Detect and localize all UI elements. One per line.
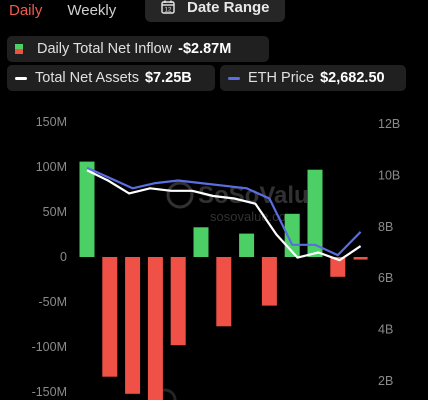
right-y-axis: 12B 10B 8B 6B 4B 2B bbox=[378, 117, 400, 388]
date-range-button[interactable]: 12 Date Range bbox=[145, 0, 285, 22]
total-net-assets-line bbox=[86, 169, 362, 262]
price-lines bbox=[86, 166, 362, 262]
inflow-legend-label: Daily Total Net Inflow bbox=[37, 41, 173, 57]
inflow-bar bbox=[170, 257, 186, 346]
inflow-bar bbox=[125, 257, 141, 394]
assets-legend-label: Total Net Assets bbox=[35, 70, 139, 86]
assets-legend-swatch bbox=[15, 76, 27, 80]
inflow-bars bbox=[79, 161, 368, 400]
interval-tabs: Daily Weekly bbox=[0, 0, 125, 22]
svg-text:12: 12 bbox=[165, 8, 172, 14]
inflow-bar bbox=[193, 227, 209, 257]
eth-legend-swatch bbox=[228, 76, 240, 80]
inflow-bar bbox=[353, 257, 368, 260]
left-tick-label: -50M bbox=[39, 295, 67, 309]
legend-total-net-assets[interactable]: Total Net Assets $7.25B bbox=[7, 65, 215, 91]
watermark-url: sosovalue.com bbox=[210, 209, 297, 224]
right-tick-label: 10B bbox=[378, 168, 400, 182]
left-tick-label: 50M bbox=[43, 205, 67, 219]
inflow-bar bbox=[79, 161, 95, 257]
legend-inflow[interactable]: Daily Total Net Inflow -$2.87M bbox=[7, 36, 269, 62]
left-tick-label: 150M bbox=[36, 115, 67, 129]
tab-daily[interactable]: Daily bbox=[9, 2, 43, 19]
inflow-legend-value: -$2.87M bbox=[178, 41, 232, 57]
eth-price-line bbox=[86, 166, 362, 257]
left-tick-label: 100M bbox=[36, 160, 67, 174]
assets-legend-value: $7.25B bbox=[144, 70, 192, 86]
eth-legend-label: ETH Price bbox=[248, 70, 315, 86]
calendar-icon: 12 bbox=[161, 0, 175, 14]
right-tick-label: 8B bbox=[378, 220, 393, 234]
inflow-legend-swatch bbox=[15, 44, 23, 54]
right-tick-label: 6B bbox=[378, 271, 393, 285]
left-tick-label: 0 bbox=[60, 250, 67, 264]
eth-legend-value: $2,682.50 bbox=[320, 70, 385, 86]
date-range-label: Date Range bbox=[187, 0, 270, 16]
sosovalue-watermark: SoSoValue sosovalue.com bbox=[153, 181, 322, 400]
net-inflow-chart: SoSoValue sosovalue.com 150M 100M 50M 0 -50M… bbox=[32, 115, 400, 400]
right-tick-label: 12B bbox=[378, 117, 400, 131]
inflow-bar bbox=[330, 257, 346, 277]
inflow-bar bbox=[261, 257, 277, 306]
right-tick-label: 4B bbox=[378, 323, 393, 337]
tab-weekly[interactable]: Weekly bbox=[67, 2, 117, 19]
left-tick-label: -100M bbox=[32, 340, 67, 354]
legend-eth-price[interactable]: ETH Price $2,682.50 bbox=[220, 65, 406, 91]
inflow-bar bbox=[147, 257, 163, 400]
left-tick-label: -150M bbox=[32, 385, 67, 399]
inflow-bar bbox=[216, 257, 232, 327]
inflow-bar bbox=[239, 233, 255, 257]
left-y-axis: 150M 100M 50M 0 -50M -100M -150M bbox=[32, 115, 67, 399]
inflow-bar bbox=[102, 257, 118, 377]
inflow-bar bbox=[307, 169, 323, 257]
right-tick-label: 2B bbox=[378, 374, 393, 388]
